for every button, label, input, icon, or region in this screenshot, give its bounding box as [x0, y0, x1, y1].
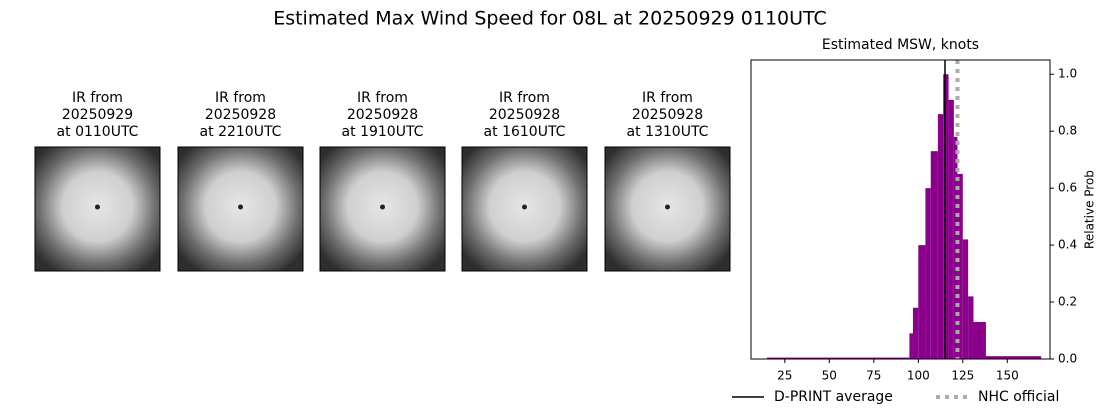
- y-tick-label: 0.4: [1058, 238, 1077, 252]
- storm-eye: [95, 204, 100, 210]
- hist-bar: [943, 74, 949, 359]
- panel-label: 20250929: [62, 107, 133, 123]
- y-tick-label: 0.8: [1058, 124, 1077, 138]
- panel-label: at 1910UTC: [342, 124, 424, 140]
- hist-bar: [968, 296, 974, 359]
- panel-label: IR from: [642, 90, 693, 106]
- panel-label: 20250928: [205, 107, 276, 123]
- x-tick-label: 100: [907, 369, 930, 383]
- panel-label: at 0110UTC: [57, 124, 139, 140]
- hist-bar: [937, 114, 944, 359]
- panel-label: IR from: [215, 90, 266, 106]
- hist-bar: [985, 356, 1042, 359]
- hist-bar: [925, 188, 931, 359]
- hist-bar: [962, 239, 969, 359]
- y-tick-label: 1.0: [1058, 67, 1077, 81]
- hist-bar: [973, 321, 986, 359]
- panel-label: at 1310UTC: [627, 124, 709, 140]
- hist-bar: [953, 136, 958, 359]
- panel-label: at 2210UTC: [200, 124, 282, 140]
- storm-eye: [238, 204, 243, 210]
- y-tick-label: 0.0: [1058, 352, 1077, 366]
- panel-label: at 1610UTC: [484, 124, 566, 140]
- storm-eye: [665, 204, 670, 210]
- panel-label: 20250928: [347, 107, 418, 123]
- x-tick-label: 125: [951, 369, 974, 383]
- x-tick-label: 150: [996, 369, 1019, 383]
- hist-bar: [767, 357, 910, 359]
- x-tick-label: 25: [777, 369, 792, 383]
- storm-eye: [380, 204, 385, 210]
- plot-frame: [750, 59, 1051, 360]
- x-tick-label: 50: [822, 369, 837, 383]
- panel-label: 20250928: [632, 107, 703, 123]
- legend-label: D-PRINT average: [774, 389, 893, 405]
- hist-bar: [930, 151, 938, 359]
- hist-bar: [957, 173, 963, 359]
- y-axis-label: Relative Prob: [1083, 170, 1097, 249]
- y-tick-label: 0.6: [1058, 181, 1077, 195]
- panel-label: 20250928: [489, 107, 560, 123]
- panel-label: IR from: [357, 90, 408, 106]
- hist-bar: [909, 333, 913, 359]
- storm-eye: [522, 204, 527, 210]
- legend-label: NHC official: [978, 389, 1059, 405]
- hist-bar: [918, 245, 926, 359]
- hist-bar: [948, 99, 954, 359]
- x-tick-label: 75: [866, 369, 881, 383]
- hist-bar: [912, 307, 919, 359]
- panel-label: IR from: [499, 90, 550, 106]
- y-tick-label: 0.2: [1058, 295, 1077, 309]
- figure-title: Estimated Max Wind Speed for 08L at 2025…: [273, 8, 827, 30]
- panel-label: IR from: [72, 90, 123, 106]
- chart-title: Estimated MSW, knots: [822, 37, 979, 53]
